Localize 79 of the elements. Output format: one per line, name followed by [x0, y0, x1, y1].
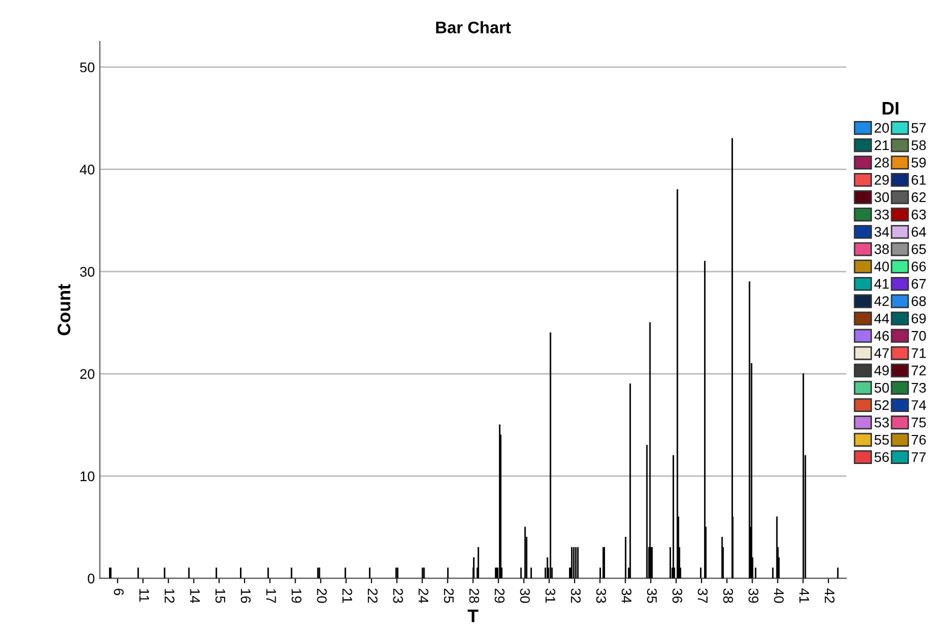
legend-label: 59: [912, 158, 926, 168]
x-tick-label: 20: [316, 588, 327, 603]
legend-label: 34: [874, 226, 890, 237]
legend-label: 50: [874, 382, 889, 393]
x-tick-label: 19: [292, 589, 302, 603]
legend-label: 53: [874, 418, 889, 428]
legend-label: 56: [874, 452, 889, 462]
x-tick-label: 32: [570, 588, 581, 603]
legend-label: 21: [874, 140, 889, 150]
legend-label: 47: [874, 348, 889, 358]
x-tick-label: 12: [164, 589, 174, 603]
legend-label: 67: [912, 278, 926, 289]
x-tick-label: 14: [190, 589, 200, 604]
x-tick-label: 6: [114, 588, 124, 596]
legend-label: 38: [874, 244, 889, 254]
legend-label: 69: [912, 314, 926, 324]
legend-label: 30: [874, 192, 889, 202]
x-tick-label: 37: [698, 588, 708, 603]
x-axis-title: T: [468, 610, 478, 622]
x-tick-label: 38: [723, 588, 734, 603]
x-tick-label: 41: [799, 588, 810, 603]
y-tick-label: 40: [80, 164, 94, 175]
legend-label: 20: [874, 122, 889, 133]
y-tick-label: 50: [80, 62, 94, 72]
x-tick-label: 16: [240, 589, 251, 603]
legend-label: 29: [874, 174, 889, 185]
legend-label: 74: [912, 400, 926, 410]
legend-label: 61: [912, 174, 926, 185]
legend-label: 64: [912, 226, 926, 237]
legend-label: 58: [912, 140, 926, 150]
legend-label: 75: [912, 418, 926, 428]
legend-label: 57: [912, 123, 926, 133]
legend-label: 72: [912, 366, 926, 376]
legend-label: 55: [874, 434, 889, 445]
x-tick-label: 35: [647, 588, 657, 603]
legend-label: 46: [874, 330, 889, 341]
x-tick-label: 11: [139, 589, 149, 602]
x-tick-label: 39: [748, 588, 758, 603]
legend-label: 33: [874, 210, 889, 220]
legend-label: 68: [912, 296, 926, 306]
y-tick-label: 20: [80, 369, 94, 379]
legend-label: 65: [912, 244, 926, 254]
y-tick-label: 0: [88, 574, 94, 584]
legend-label: 66: [912, 262, 926, 272]
legend-label: 63: [912, 210, 926, 220]
legend-label: 73: [912, 382, 926, 393]
x-tick-label: 36: [672, 588, 682, 603]
legend-label: 28: [874, 158, 889, 168]
x-tick-label: 28: [469, 588, 480, 603]
legend-label: 52: [874, 400, 889, 410]
x-tick-label: 40: [774, 588, 784, 603]
legend-label: 76: [912, 434, 926, 445]
chart-title: Bar Chart: [436, 21, 511, 34]
y-tick-label: 30: [80, 266, 94, 277]
x-tick-label: 29: [494, 588, 505, 603]
x-tick-label: 34: [622, 588, 632, 604]
legend-label: 71: [912, 348, 926, 358]
legend-label: 40: [874, 262, 889, 272]
legend-label: 49: [874, 366, 889, 376]
legend-label: 44: [874, 314, 890, 324]
y-axis-title: Count: [58, 284, 70, 336]
x-tick-label: 42: [824, 588, 835, 603]
x-tick-label: 25: [444, 588, 454, 603]
x-tick-label: 24: [418, 588, 428, 604]
legend-label: 70: [912, 330, 926, 341]
x-tick-label: 30: [520, 588, 530, 603]
x-tick-label: 22: [368, 588, 378, 603]
legend-label: 62: [912, 192, 926, 202]
legend-label: 42: [874, 296, 889, 306]
x-tick-label: 15: [215, 589, 226, 603]
x-tick-label: 23: [393, 588, 403, 603]
legend-label: 77: [912, 452, 926, 462]
x-tick-label: 21: [342, 588, 352, 603]
y-tick-label: 10: [80, 471, 94, 482]
legend-title: DI: [882, 102, 898, 114]
x-tick-label: 31: [545, 588, 556, 603]
x-tick-label: 33: [596, 588, 606, 603]
x-tick-label: 17: [266, 589, 276, 603]
legend-label: 41: [874, 279, 889, 289]
